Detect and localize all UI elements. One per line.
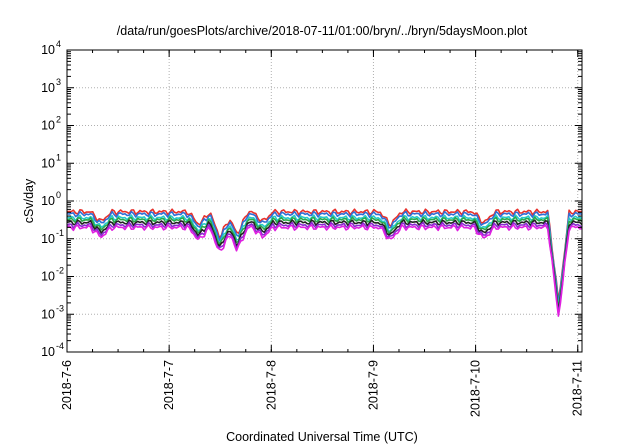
y-tick-label: 10 -2 xyxy=(41,266,64,284)
y-tick-exponent: 3 xyxy=(56,77,61,87)
y-tick-label: 10 -4 xyxy=(41,341,64,359)
data-series-line xyxy=(66,208,583,302)
y-tick-label: 10 4 xyxy=(41,39,61,57)
y-tick-label: 10 3 xyxy=(41,77,61,95)
y-tick-base: 10 xyxy=(41,232,55,246)
x-tick-labels: 2018-7-6 2018-7-7 2018-7-8 2018-7-9 2018-7-1… xyxy=(60,360,585,417)
chart-title: /data/run/goesPlots/archive/2018-07-11/0… xyxy=(117,24,528,38)
plot-frame xyxy=(66,49,583,353)
x-axis-label: Coordinated Universal Time (UTC) xyxy=(226,430,418,444)
y-tick-base: 10 xyxy=(41,81,55,95)
grid xyxy=(67,50,582,352)
y-tick-label: 10 -1 xyxy=(41,228,64,246)
y-tick-base: 10 xyxy=(41,119,55,133)
y-tick-exponent: 0 xyxy=(56,190,61,200)
data-series-line xyxy=(66,219,583,313)
y-tick-base: 10 xyxy=(41,156,55,170)
data-series-line xyxy=(66,223,583,317)
data-series-line xyxy=(66,214,583,309)
y-axis-label: cSv/day xyxy=(22,178,36,223)
y-tick-base: 10 xyxy=(41,270,55,284)
y-tick-label: 10 0 xyxy=(41,190,61,208)
x-tick-label: 2018-7-9 xyxy=(366,360,380,410)
y-tick-exponent: -3 xyxy=(56,303,64,313)
x-tick-label: 2018-7-6 xyxy=(60,360,74,410)
data-series-line xyxy=(66,210,583,305)
y-tick-label: 10 -3 xyxy=(41,303,64,321)
y-tick-label: 10 2 xyxy=(41,115,61,133)
data-series-line xyxy=(66,216,583,311)
y-tick-exponent: 2 xyxy=(56,115,61,125)
ticks xyxy=(66,49,582,353)
y-tick-base: 10 xyxy=(41,307,55,321)
y-tick-exponent: -1 xyxy=(56,228,64,238)
y-tick-base: 10 xyxy=(41,345,55,359)
y-tick-label: 10 1 xyxy=(41,152,61,170)
y-tick-exponent: -2 xyxy=(56,266,64,276)
x-tick-label: 2018-7-8 xyxy=(264,360,278,410)
data-series-line xyxy=(66,221,583,315)
y-tick-base: 10 xyxy=(41,43,55,57)
y-tick-exponent: -4 xyxy=(56,341,64,351)
y-tick-exponent: 4 xyxy=(56,39,61,49)
x-tick-label: 2018-7-7 xyxy=(162,360,176,410)
x-tick-label: 2018-7-10 xyxy=(469,360,483,417)
x-tick-label: 2018-7-11 xyxy=(571,360,585,416)
y-tick-base: 10 xyxy=(41,194,55,208)
series-group xyxy=(66,208,583,317)
y-tick-exponent: 1 xyxy=(56,152,61,162)
